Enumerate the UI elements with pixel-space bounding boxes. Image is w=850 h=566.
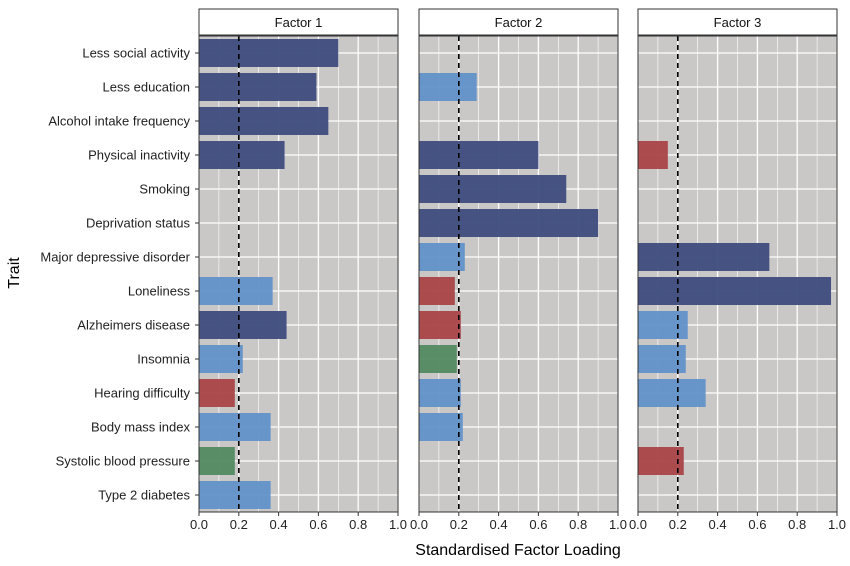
facet-panel: Factor 1 0.0 0.2 0.4 0.6 0.8 1.0 bbox=[190, 8, 407, 532]
x-tick-label: 0.0 bbox=[629, 517, 647, 532]
bar bbox=[419, 141, 539, 169]
panel-border bbox=[637, 35, 838, 513]
x-tick-label: 0.6 bbox=[529, 517, 547, 532]
facet-panel: Factor 2 0.0 0.2 0.4 0.6 0.8 1.0 bbox=[410, 8, 627, 532]
x-tick-label: 0.0 bbox=[410, 517, 428, 532]
trait-label: Body mass index bbox=[91, 420, 190, 435]
x-tick-label: 0.2 bbox=[450, 517, 468, 532]
bar bbox=[199, 447, 235, 475]
bar bbox=[199, 311, 287, 339]
bar bbox=[638, 141, 668, 169]
trait-label: Deprivation status bbox=[86, 216, 191, 231]
trait-label: Major depressive disorder bbox=[40, 250, 190, 265]
x-axis-label: Standardised Factor Loading bbox=[415, 542, 620, 559]
x-tick-label: 0.2 bbox=[230, 517, 248, 532]
bar bbox=[419, 243, 465, 271]
bar bbox=[419, 175, 567, 203]
x-tick-label: 0.0 bbox=[190, 517, 208, 532]
facet-title: Factor 3 bbox=[714, 15, 762, 30]
trait-label: Less education bbox=[103, 80, 190, 95]
facet-panels: Factor 1 0.0 0.2 0.4 0.6 0.8 1.0 Factor 2 0.0 0.2… bbox=[190, 8, 846, 532]
trait-label: Insomnia bbox=[137, 352, 191, 367]
x-tick-label: 0.4 bbox=[490, 517, 508, 532]
trait-label: Loneliness bbox=[128, 284, 191, 299]
x-tick-label: 0.2 bbox=[669, 517, 687, 532]
bar bbox=[419, 311, 461, 339]
x-tick-label: 0.8 bbox=[569, 517, 587, 532]
bar bbox=[199, 141, 285, 169]
bar bbox=[638, 447, 684, 475]
bar bbox=[419, 413, 463, 441]
bar bbox=[638, 311, 688, 339]
bar bbox=[199, 107, 329, 135]
trait-label: Systolic blood pressure bbox=[56, 454, 190, 469]
bar bbox=[419, 345, 457, 373]
bar bbox=[419, 379, 461, 407]
bar bbox=[199, 379, 235, 407]
facet-panel: Factor 3 0.0 0.2 0.4 0.6 0.8 1.0 bbox=[629, 8, 846, 532]
panel-border bbox=[418, 35, 619, 513]
x-tick-label: 0.8 bbox=[349, 517, 367, 532]
x-tick-label: 1.0 bbox=[828, 517, 846, 532]
trait-label: Physical inactivity bbox=[88, 148, 190, 163]
bar bbox=[199, 39, 339, 67]
trait-label: Hearing difficulty bbox=[94, 386, 190, 401]
x-tick-label: 0.8 bbox=[788, 517, 806, 532]
trait-label: Alcohol intake frequency bbox=[48, 114, 190, 129]
bar bbox=[638, 243, 770, 271]
x-tick-label: 0.6 bbox=[309, 517, 327, 532]
panel-border bbox=[198, 35, 399, 513]
x-tick-label: 0.4 bbox=[270, 517, 288, 532]
bar bbox=[199, 345, 243, 373]
x-tick-label: 1.0 bbox=[609, 517, 627, 532]
facet-title: Factor 1 bbox=[275, 15, 323, 30]
x-tick-label: 0.6 bbox=[748, 517, 766, 532]
bar bbox=[638, 379, 706, 407]
facet-title: Factor 2 bbox=[495, 15, 543, 30]
trait-labels: Less social activity Less education Alcoho… bbox=[40, 46, 199, 503]
bar bbox=[199, 73, 317, 101]
bar bbox=[638, 277, 832, 305]
facet-strip bbox=[418, 8, 619, 36]
bar bbox=[419, 209, 599, 237]
facet-strip bbox=[637, 8, 838, 36]
x-tick-label: 0.4 bbox=[709, 517, 727, 532]
bar bbox=[419, 73, 477, 101]
facet-strip bbox=[198, 8, 399, 36]
trait-label: Alzheimers disease bbox=[77, 318, 190, 333]
trait-label: Type 2 diabetes bbox=[98, 488, 190, 503]
trait-label: Smoking bbox=[139, 182, 190, 197]
bar bbox=[199, 277, 273, 305]
bar bbox=[419, 277, 455, 305]
bar bbox=[199, 413, 271, 441]
x-tick-label: 1.0 bbox=[389, 517, 407, 532]
bar bbox=[638, 345, 686, 373]
y-axis-label: Trait bbox=[6, 257, 23, 289]
trait-label: Less social activity bbox=[82, 46, 190, 61]
bar bbox=[199, 481, 271, 509]
